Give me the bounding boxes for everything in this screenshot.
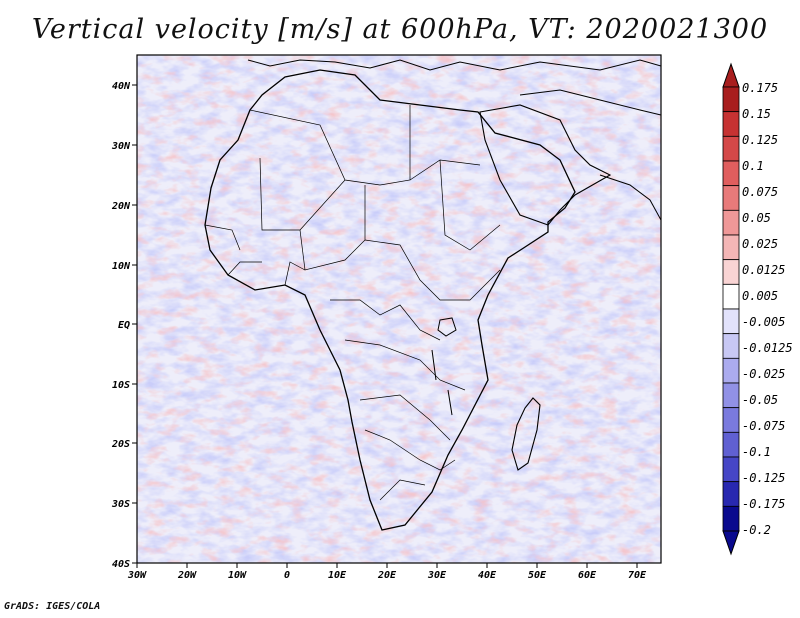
coastline-layer: [204, 59, 661, 531]
lat-label-10s: 10S: [112, 380, 130, 391]
lon-label-40e: 40E: [478, 570, 497, 581]
colorbar-cell: [722, 357, 740, 384]
colorbar-cell: [722, 456, 740, 483]
colorbar-label: -0.2: [742, 523, 771, 537]
colorbar-label: -0.05: [742, 393, 778, 407]
lat-label-20s: 20S: [111, 439, 130, 450]
lon-label-20w: 20W: [177, 570, 197, 581]
colorbar-label: 0.15: [742, 107, 771, 121]
lon-label-60e: 60E: [578, 570, 597, 581]
colorbar-cell: [722, 431, 740, 458]
colorbar-cell: [722, 505, 740, 532]
lat-label-30s: 30S: [111, 499, 130, 510]
lat-label-30n: 30N: [111, 141, 131, 152]
colorbar-cell: [722, 308, 740, 335]
colorbar-cell: [722, 382, 740, 409]
lat-label-10n: 10N: [112, 261, 131, 272]
colorbar-label: 0.175: [742, 81, 778, 95]
colorbar-label: 0.025: [742, 237, 778, 251]
lat-label-40n: 40N: [112, 81, 131, 92]
colorbar-cell: [722, 481, 740, 507]
colorbar-label: 0.0125: [742, 263, 785, 277]
lon-label-0: 0: [284, 570, 290, 581]
colorbar-cell: [722, 234, 740, 261]
colorbar-label: 0.005: [742, 289, 778, 303]
colorbar-cell: [722, 135, 740, 162]
lon-label-30e: 30E: [427, 570, 447, 581]
colorbar-label: -0.1: [742, 445, 771, 459]
colorbar-top-arrow: [722, 62, 740, 88]
colorbar-label: -0.005: [742, 315, 785, 329]
colorbar-bottom-arrow: [722, 530, 740, 556]
lon-label-10w: 10W: [228, 570, 247, 581]
colorbar-cell: [722, 407, 740, 433]
colorbar-cell: [722, 160, 740, 187]
latitude-axis: 40N 30N 20N 10N EQ 10S 20S 30S 40S: [111, 81, 137, 570]
lat-label-eq: EQ: [118, 320, 130, 331]
colorbar-cell: [722, 86, 740, 113]
map-panel: [136, 54, 662, 564]
colorbar-cell: [722, 209, 740, 236]
lon-label-10e: 10E: [328, 570, 347, 581]
colorbar-cell: [722, 111, 740, 137]
map-title: Vertical velocity [m/s] at 600hPa, VT: 2…: [31, 14, 769, 45]
colorbar-cells: [722, 86, 740, 532]
colorbar-label: -0.0125: [742, 341, 793, 355]
colorbar-label: 0.075: [742, 185, 778, 199]
colorbar-label: 0.05: [742, 211, 771, 225]
colorbar-cell: [722, 333, 740, 359]
lon-label-50e: 50E: [528, 570, 547, 581]
grads-credit: GrADS: IGES/COLA: [4, 601, 101, 612]
colorbar-label: -0.125: [742, 471, 785, 485]
lon-label-70e: 70E: [628, 570, 647, 581]
colorbar-cell: [722, 283, 740, 310]
colorbar-label: 0.1: [742, 159, 764, 173]
longitude-axis: 30W 20W 10W 0 10E 20E 30E 40E 50E 60E 70…: [127, 563, 647, 581]
colorbar-cell: [722, 259, 740, 285]
colorbar-label: -0.175: [742, 497, 785, 511]
lon-label-30w: 30W: [127, 570, 147, 581]
colorbar-label: -0.025: [742, 367, 785, 381]
colorbar-cell: [722, 185, 740, 211]
lon-label-20e: 20E: [377, 570, 397, 581]
colorbar-label: -0.075: [742, 419, 785, 433]
lat-label-40s: 40S: [112, 559, 130, 570]
colorbar-label: 0.125: [742, 133, 778, 147]
colorbar: 0.175 0.15 0.125 0.1 0.075 0.05 0.025 0.…: [722, 62, 793, 556]
lat-label-20n: 20N: [111, 201, 131, 212]
